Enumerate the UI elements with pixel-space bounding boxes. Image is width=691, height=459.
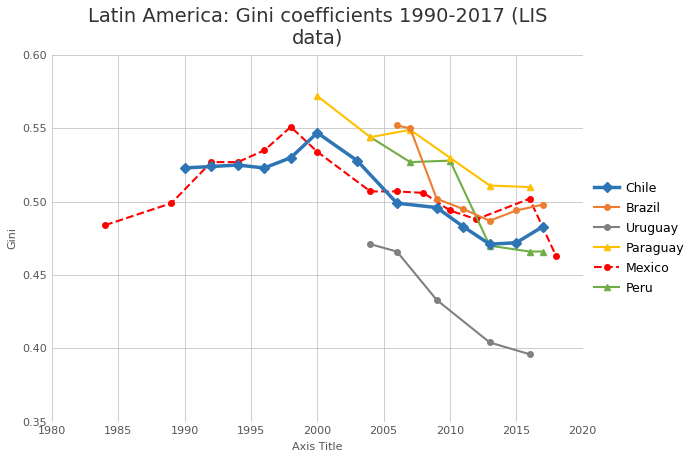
X-axis label: Axis Title: Axis Title [292,442,343,452]
Brazil [392,123,401,128]
Peru [525,249,533,254]
Chile [392,201,401,206]
Chile [353,158,361,163]
Chile [234,162,242,168]
Line: Uruguay: Uruguay [368,241,532,357]
Chile [486,241,494,247]
Brazil [539,202,547,207]
Chile [433,205,441,210]
Paraguay [486,183,494,188]
Brazil [486,218,494,224]
Brazil [512,208,520,213]
Chile [260,165,268,171]
Brazil [406,126,415,131]
Uruguay [433,297,441,302]
Paraguay [406,127,415,133]
Paraguay [366,134,375,140]
Peru [366,134,375,140]
Chile [512,240,520,246]
Chile [539,224,547,230]
Line: Brazil: Brazil [394,123,546,224]
Y-axis label: Gini: Gini [7,227,17,249]
Brazil [433,196,441,202]
Mexico [473,217,481,222]
Mexico [207,159,216,165]
Line: Paraguay: Paraguay [314,93,533,190]
Brazil [459,206,467,212]
Line: Peru: Peru [367,134,547,255]
Uruguay [392,249,401,254]
Peru [486,243,494,248]
Paraguay [446,155,454,161]
Chile [313,130,321,135]
Mexico [287,124,295,129]
Chile [180,165,189,171]
Uruguay [486,340,494,345]
Peru [406,159,415,165]
Mexico [419,190,428,196]
Chile [287,155,295,161]
Mexico [313,149,321,155]
Chile [207,164,216,169]
Paraguay [313,93,321,99]
Mexico [101,223,109,228]
Legend: Chile, Brazil, Uruguay, Paraguay, Mexico, Peru: Chile, Brazil, Uruguay, Paraguay, Mexico… [594,182,684,295]
Uruguay [525,352,533,357]
Mexico [167,201,176,206]
Mexico [446,208,454,213]
Line: Chile: Chile [181,129,547,248]
Chile [459,224,467,230]
Paraguay [525,184,533,190]
Uruguay [366,241,375,247]
Mexico [525,196,533,202]
Title: Latin America: Gini coefficients 1990-2017 (LIS
data): Latin America: Gini coefficients 1990-20… [88,7,547,48]
Mexico [366,189,375,194]
Mexico [552,253,560,259]
Peru [446,158,454,163]
Mexico [392,189,401,194]
Line: Mexico: Mexico [102,124,559,259]
Mexico [260,148,268,153]
Peru [539,249,547,254]
Mexico [234,159,242,165]
